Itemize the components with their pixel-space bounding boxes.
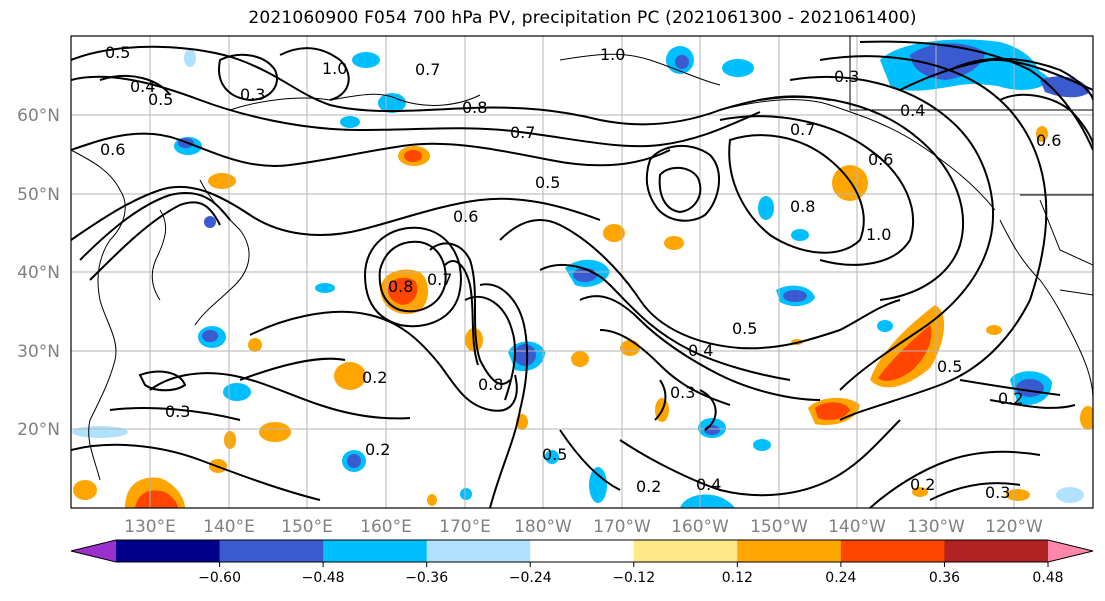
lon-label: 130°W [907, 517, 965, 537]
map-frame [70, 35, 1094, 509]
lon-label: 150°E [281, 517, 333, 537]
colorbar-tick-label: −0.24 [509, 570, 552, 586]
colorbar-extend-low [71, 540, 116, 562]
colorbar-tick-label: −0.12 [612, 570, 655, 586]
lat-label: 40°N [17, 263, 60, 283]
colorbar-segment [840, 540, 945, 562]
contour-label: 0.2 [362, 368, 387, 387]
lon-label: 150°W [750, 517, 808, 537]
contour-label: 0.8 [462, 98, 487, 117]
colorbar: −0.60 −0.48 −0.36 −0.24 −0.12 0.12 0.24 0.36 0.4… [70, 539, 1094, 586]
lon-label: 170°W [593, 517, 651, 537]
lat-label: 50°N [17, 185, 60, 205]
colorbar-segment [116, 540, 221, 562]
colorbar-tick-label: −0.48 [302, 570, 345, 586]
contour-label: 0.6 [1036, 131, 1061, 150]
contour-label: 0.8 [478, 375, 503, 394]
contour-label: 0.2 [998, 389, 1023, 408]
contour-label: 0.2 [365, 440, 390, 459]
map-plot-area: 0.5 0.4 0.5 0.3 0.6 1.0 0.7 0.8 1.0 0.7 … [71, 36, 1093, 508]
contour-label: 0.6 [868, 150, 893, 169]
colorbar-segment [219, 540, 324, 562]
contour-label: 0.4 [130, 77, 155, 96]
contour-label: 0.4 [696, 475, 721, 494]
colorbar-tick-label: 0.48 [1032, 570, 1063, 586]
lon-label: 130°E [124, 517, 176, 537]
contour-label-group: 0.5 0.4 0.5 0.3 0.6 1.0 0.7 0.8 1.0 0.7 … [100, 43, 1061, 502]
contour-label: 0.8 [790, 197, 815, 216]
contour-label: 0.7 [790, 120, 815, 139]
colorbar-tick-label: −0.60 [198, 570, 241, 586]
colorbar-segment [633, 540, 738, 562]
lon-label: 120°W [985, 517, 1043, 537]
lon-label: 170°E [439, 517, 491, 537]
contour-label: 0.5 [535, 173, 560, 192]
contour-label: 0.3 [165, 402, 190, 421]
colorbar-outline [70, 539, 1094, 563]
pv-contours [71, 40, 1093, 508]
lon-label: 180°W [514, 517, 572, 537]
colorbar-tick-label: 0.36 [929, 570, 960, 586]
colorbar-segment [737, 540, 842, 562]
lon-label: 140°E [203, 517, 255, 537]
lat-label: 30°N [17, 342, 60, 362]
contour-label: 0.4 [900, 101, 925, 120]
contour-label: 0.3 [834, 67, 859, 86]
lat-label: 20°N [17, 420, 60, 440]
lon-label: 160°E [360, 517, 412, 537]
lat-label: 60°N [17, 106, 60, 126]
coastlines [71, 36, 1093, 481]
lon-label: 160°W [671, 517, 729, 537]
contour-label: 0.3 [670, 383, 695, 402]
contour-label: 0.8 [388, 277, 413, 296]
colorbar-segment [323, 540, 428, 562]
contour-label: 1.0 [866, 225, 891, 244]
contour-label: 1.0 [322, 59, 347, 78]
longitude-labels: 130°E 140°E 150°E 160°E 170°E 180°W 170°… [124, 517, 1043, 537]
colorbar-extend-high [1048, 540, 1093, 562]
contour-label: 0.5 [148, 90, 173, 109]
contour-label: 0.2 [910, 475, 935, 494]
contour-label: 0.7 [510, 123, 535, 142]
contour-label: 0.5 [105, 43, 130, 62]
colorbar-tick-label: 0.12 [722, 570, 753, 586]
contour-label: 0.5 [542, 445, 567, 464]
contour-label: 0.7 [427, 270, 452, 289]
colorbar-segment [944, 540, 1049, 562]
contour-label: 0.7 [415, 60, 440, 79]
colorbar-tick-label: 0.24 [825, 570, 856, 586]
colorbar-tick-label: −0.36 [405, 570, 448, 586]
precip-shading [72, 39, 1093, 508]
colorbar-segment [426, 540, 531, 562]
contour-label: 0.5 [732, 319, 757, 338]
lon-label: 140°W [828, 517, 886, 537]
contour-label: 0.5 [937, 357, 962, 376]
colorbar-segment [530, 540, 635, 562]
latitude-labels: 60°N 50°N 40°N 30°N 20°N [17, 106, 60, 440]
contour-label: 0.3 [240, 85, 265, 104]
contour-label: 0.2 [636, 477, 661, 496]
contour-label: 1.0 [600, 45, 625, 64]
contour-label: 0.4 [688, 341, 713, 360]
contour-label: 0.6 [453, 207, 478, 226]
contour-label: 0.6 [100, 140, 125, 159]
contour-label: 0.3 [985, 483, 1010, 502]
map-title: 2021060900 F054 700 hPa PV, precipitatio… [248, 8, 917, 28]
